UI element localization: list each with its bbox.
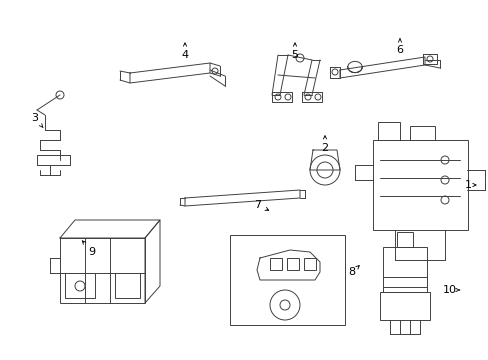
Text: 5: 5 <box>291 43 298 60</box>
Text: 10: 10 <box>442 285 459 295</box>
Bar <box>269 258 282 270</box>
Bar <box>396 232 412 247</box>
Text: 8: 8 <box>348 266 359 277</box>
Bar <box>65 273 95 298</box>
Bar <box>286 258 298 270</box>
Text: 4: 4 <box>181 43 188 60</box>
Bar <box>229 235 345 325</box>
Bar <box>372 140 467 230</box>
Text: 9: 9 <box>82 241 95 257</box>
Bar <box>60 238 145 303</box>
Bar <box>377 122 399 140</box>
Text: 7: 7 <box>254 200 268 210</box>
Text: 3: 3 <box>31 113 43 128</box>
Bar <box>304 258 315 270</box>
Text: 2: 2 <box>321 136 328 153</box>
Text: 1: 1 <box>464 180 475 190</box>
Bar <box>115 273 140 298</box>
Bar <box>409 126 434 140</box>
Text: 6: 6 <box>396 39 403 55</box>
Bar <box>379 292 429 320</box>
Bar <box>382 247 426 292</box>
